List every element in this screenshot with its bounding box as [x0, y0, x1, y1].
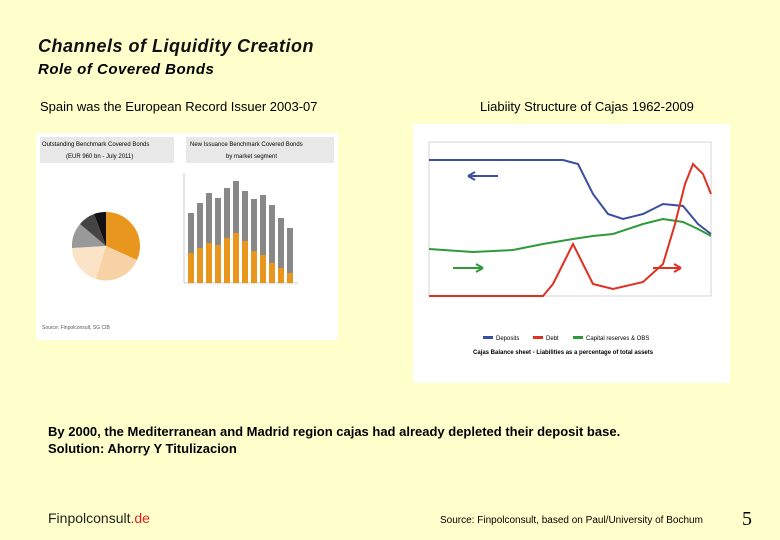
right-heading: Liabiity Structure of Cajas 1962-2009	[480, 99, 694, 114]
body-line: By 2000, the Mediterranean and Madrid re…	[48, 424, 621, 439]
pie-slice	[94, 211, 106, 246]
plot-frame	[428, 141, 712, 297]
pie-slice	[96, 246, 137, 281]
legend-label: Capital reserves & OBS	[586, 336, 649, 342]
legend-swatch	[533, 336, 543, 339]
figure-subtitle: by market segment	[226, 154, 277, 160]
right-figure: Deposits Debt Capital reserves & OBS Caj…	[413, 124, 730, 383]
header-box	[40, 137, 174, 163]
debt-line	[429, 162, 712, 297]
legend-label: Debt	[546, 336, 559, 342]
legend-swatch	[483, 336, 493, 339]
pie-slice	[106, 212, 141, 260]
capital-line	[428, 217, 712, 254]
brand-suffix: .de	[130, 510, 150, 526]
left-heading: Spain was the European Record Issuer 200…	[40, 99, 318, 114]
source: Source: Finpolconsult, based on Paul/Uni…	[440, 515, 703, 526]
page-number: 5	[742, 508, 752, 530]
deposits-line	[429, 159, 712, 235]
arrow	[453, 263, 484, 273]
pie-slice	[72, 246, 106, 279]
brand: Finpolconsult.de	[48, 510, 150, 526]
figure-subtitle: (EUR 960 bn - July 2011)	[66, 154, 133, 160]
figure-title: New Issuance Benchmark Covered Bonds	[190, 142, 303, 148]
left-figure: Outstanding Benchmark Covered Bonds (EUR…	[36, 133, 338, 340]
header-box	[186, 137, 334, 163]
pie-slice	[80, 214, 106, 246]
legend-swatch	[573, 336, 583, 339]
figure-title: Outstanding Benchmark Covered Bonds	[42, 142, 149, 148]
figure-caption: Cajas Balance sheet - Liabilities as a p…	[473, 350, 654, 356]
subtitle: Role of Covered Bonds	[38, 61, 215, 78]
brand-name: Finpolconsult	[48, 510, 131, 526]
figure-bg	[413, 124, 730, 383]
figure-source: Source: Finpolconsult, SG CIB	[42, 325, 110, 331]
pie	[71, 211, 141, 281]
body-line: Solution: Ahorry Y Titulizacion	[48, 441, 237, 456]
legend-label: Deposits	[496, 336, 519, 342]
title: Channels of Liquidity Creation	[38, 36, 315, 56]
arrow	[653, 263, 682, 273]
arrow	[467, 171, 498, 181]
stacked-bars	[183, 173, 298, 284]
pie-slice	[71, 224, 106, 248]
